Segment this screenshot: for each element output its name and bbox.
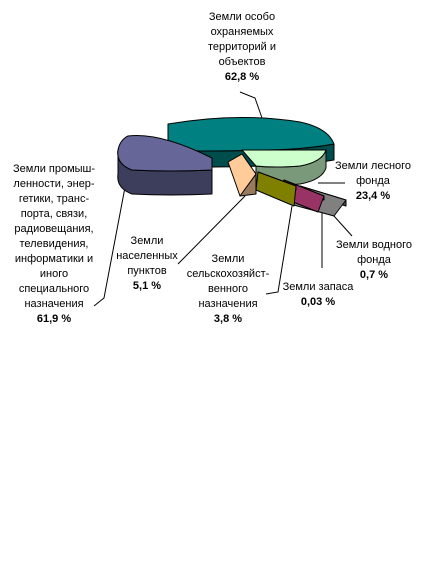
label-forest-line-1: фонда xyxy=(356,175,391,187)
slice-protected-top xyxy=(167,116,335,152)
label-agri-line-1: сельскохозяйст- xyxy=(187,268,270,280)
label-protected-line-2: территорий и xyxy=(208,41,276,53)
label-agri-line-2: венного xyxy=(208,283,248,295)
value-settlement: 5,1 % xyxy=(133,280,161,292)
value-industry: 61,9 % xyxy=(37,313,71,325)
label-protected-line-0: Земли особо xyxy=(209,11,275,23)
slice-labels: Земли особо охраняемых территорий и объекто… xyxy=(13,11,412,325)
leader-line-protected xyxy=(239,91,263,119)
value-water: 0,7 % xyxy=(360,269,388,281)
slice-settlement-top xyxy=(227,153,257,197)
pie-slices xyxy=(117,116,347,217)
label-industry-line-0: Земли промыш- xyxy=(13,163,95,175)
label-agri-line-0: Земли xyxy=(212,253,245,265)
label-industry-line-5: телевидения, xyxy=(20,238,89,250)
label-industry-line-6: информатики и xyxy=(15,253,93,265)
label-industry-line-1: ленности, энер- xyxy=(13,178,95,190)
label-industry-line-3: порта, связи, xyxy=(21,208,88,220)
label-agri-line-3: назначения xyxy=(198,298,257,310)
slice-forest-top xyxy=(241,149,327,168)
label-forest-line-0: Земли лесного xyxy=(335,160,411,172)
label-settlement-line-0: Земли xyxy=(131,235,164,247)
leader-line-agri xyxy=(265,205,293,295)
label-industry-line-2: гетики, транс- xyxy=(19,193,90,205)
leader-line-water xyxy=(333,215,353,237)
label-water-line-0: Земли водного xyxy=(336,239,412,251)
value-forest: 23,4 % xyxy=(356,190,390,202)
slice-agri-top xyxy=(255,171,297,207)
label-industry-line-9: назначения xyxy=(24,298,83,310)
leader-line-industry xyxy=(93,181,127,307)
label-settlement-line-1: населенных xyxy=(116,250,178,262)
label-industry-line-4: радиовещания, xyxy=(14,223,93,235)
label-industry-line-7: иного xyxy=(40,268,68,280)
label-industry-line-8: специального xyxy=(19,283,89,295)
leader-lines xyxy=(93,91,353,307)
label-protected-line-3: объектов xyxy=(219,56,266,68)
label-protected-line-1: охраняемых xyxy=(211,26,274,38)
slice-industry-top xyxy=(117,135,213,172)
slice-settlement xyxy=(227,153,257,197)
value-agri: 3,8 % xyxy=(214,313,242,325)
label-reserve-line-0: Земли запаса xyxy=(283,281,355,293)
label-settlement-line-2: пунктов xyxy=(127,265,166,277)
slice-agri xyxy=(255,171,297,207)
label-water-line-1: фонда xyxy=(357,254,392,266)
leader-line-settlement xyxy=(177,195,246,265)
slice-industry xyxy=(117,135,213,196)
value-reserve: 0,03 % xyxy=(301,296,335,308)
value-protected: 62,8 % xyxy=(225,71,259,83)
